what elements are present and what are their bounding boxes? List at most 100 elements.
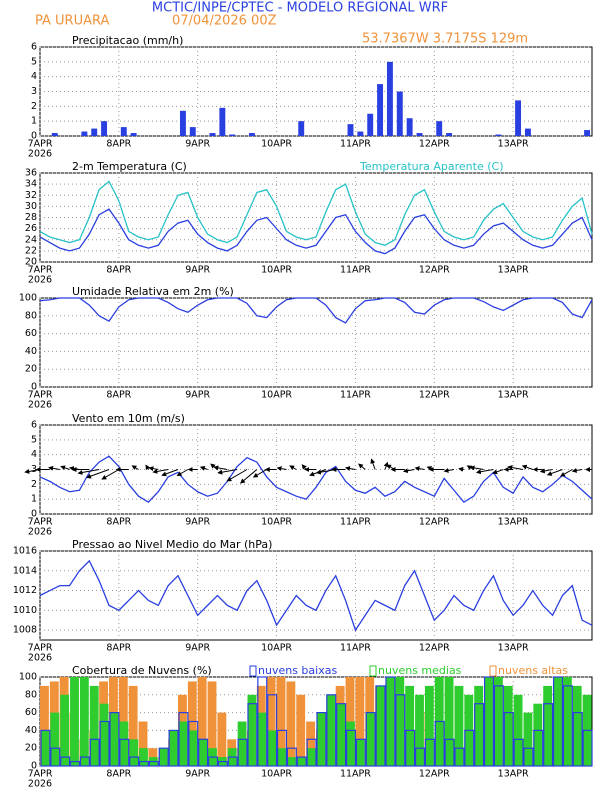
coords: 53.7367W 3.7175S 129m xyxy=(362,32,528,47)
bar xyxy=(70,677,79,766)
series-line xyxy=(39,208,593,255)
bar xyxy=(178,721,188,766)
bar xyxy=(395,677,405,766)
panel-title: Vento em 10m (m/s) xyxy=(72,412,185,425)
bar xyxy=(217,712,227,766)
wind-arrow xyxy=(559,469,573,477)
bar xyxy=(51,133,58,136)
bar xyxy=(229,134,236,136)
bar xyxy=(454,747,465,767)
y-tick-label: 20 xyxy=(25,364,37,375)
x-tick-label: 11APR xyxy=(340,139,371,150)
bar xyxy=(178,711,189,767)
bar xyxy=(50,712,60,766)
bar xyxy=(326,694,336,766)
wind-arrow xyxy=(210,463,218,470)
x-tick-label: 13APR xyxy=(498,643,529,654)
bar xyxy=(237,721,247,766)
bar xyxy=(584,130,591,136)
bar xyxy=(207,681,217,766)
bar xyxy=(385,676,396,767)
bar xyxy=(101,121,108,136)
bar xyxy=(286,757,296,766)
bar xyxy=(257,712,267,766)
panel-title: Pressao ao Nivel Medio do Mar (hPa) xyxy=(72,538,272,551)
bar xyxy=(168,729,179,767)
bar xyxy=(276,729,288,767)
bar xyxy=(572,685,582,766)
x-tick-label: 12APR xyxy=(419,643,450,654)
bar xyxy=(99,720,110,767)
wind-arrow xyxy=(344,466,356,471)
bar xyxy=(198,739,208,766)
wind-arrow xyxy=(252,469,267,478)
bar xyxy=(119,738,130,767)
bar xyxy=(365,712,375,766)
x-tick-label: 7APR xyxy=(28,139,53,150)
bar xyxy=(277,748,286,766)
y-tick-label: 80 xyxy=(25,310,37,321)
year-label: 2026 xyxy=(28,653,52,664)
y-tick-label: 3 xyxy=(31,86,37,97)
wind-arrow xyxy=(276,466,287,472)
bar xyxy=(444,738,455,767)
x-tick-label: 9APR xyxy=(185,390,210,401)
y-tick-label: 100 xyxy=(19,293,37,304)
y-tick-label: 1016 xyxy=(13,546,37,557)
y-tick-label: 5 xyxy=(31,434,37,445)
bar xyxy=(355,738,366,767)
y-tick-label: 5 xyxy=(31,56,37,67)
year-label: 2026 xyxy=(28,275,52,286)
x-tick-label: 11APR xyxy=(340,643,371,654)
bar xyxy=(298,121,305,136)
bar xyxy=(40,730,50,766)
wind-arrow xyxy=(199,466,208,471)
panel-frame xyxy=(39,550,593,641)
bar xyxy=(60,694,70,766)
bar xyxy=(257,676,268,767)
bar xyxy=(187,681,197,766)
bar xyxy=(148,760,159,767)
wind-arrow xyxy=(402,468,415,474)
bar xyxy=(357,131,364,136)
bar xyxy=(158,748,168,766)
bar xyxy=(128,685,138,766)
x-tick-label: 13APR xyxy=(498,517,529,528)
y-tick-label: 3 xyxy=(31,464,37,475)
bar xyxy=(40,685,49,766)
bar xyxy=(416,133,423,136)
bar xyxy=(296,756,307,767)
bar xyxy=(50,747,61,767)
wind-arrow xyxy=(152,468,169,474)
y-tick-label: 24 xyxy=(25,234,37,245)
x-tick-label: 7APR xyxy=(28,517,53,528)
bar xyxy=(493,677,503,766)
wind-arrow xyxy=(458,466,464,472)
y-tick-label: 40 xyxy=(25,725,37,736)
y-tick-label: 34 xyxy=(25,179,37,190)
bar xyxy=(513,694,523,766)
panel-title: Precipitacao (mm/h) xyxy=(72,34,183,47)
bar xyxy=(493,685,504,767)
y-tick-label: 6 xyxy=(31,42,37,53)
y-tick-label: 0 xyxy=(31,509,37,520)
bar xyxy=(219,107,226,136)
x-tick-label: 10APR xyxy=(261,769,292,780)
bar xyxy=(464,729,475,767)
x-tick-label: 8APR xyxy=(106,643,131,654)
bar xyxy=(306,721,316,766)
y-tick-label: 60 xyxy=(25,328,37,339)
wind-arrow xyxy=(289,465,297,471)
bar xyxy=(495,134,502,136)
wind-arrow xyxy=(414,466,425,472)
bar xyxy=(188,730,198,766)
y-tick-label: 4 xyxy=(31,71,37,82)
x-tick-label: 8APR xyxy=(106,769,131,780)
panel-title: Umidade Relativa em 2m (%) xyxy=(72,285,234,298)
bar xyxy=(138,721,148,766)
bar xyxy=(188,720,199,767)
wind-arrow xyxy=(240,469,258,484)
series-line xyxy=(39,180,593,247)
x-tick-label: 8APR xyxy=(106,139,131,150)
x-tick-label: 10APR xyxy=(261,643,292,654)
